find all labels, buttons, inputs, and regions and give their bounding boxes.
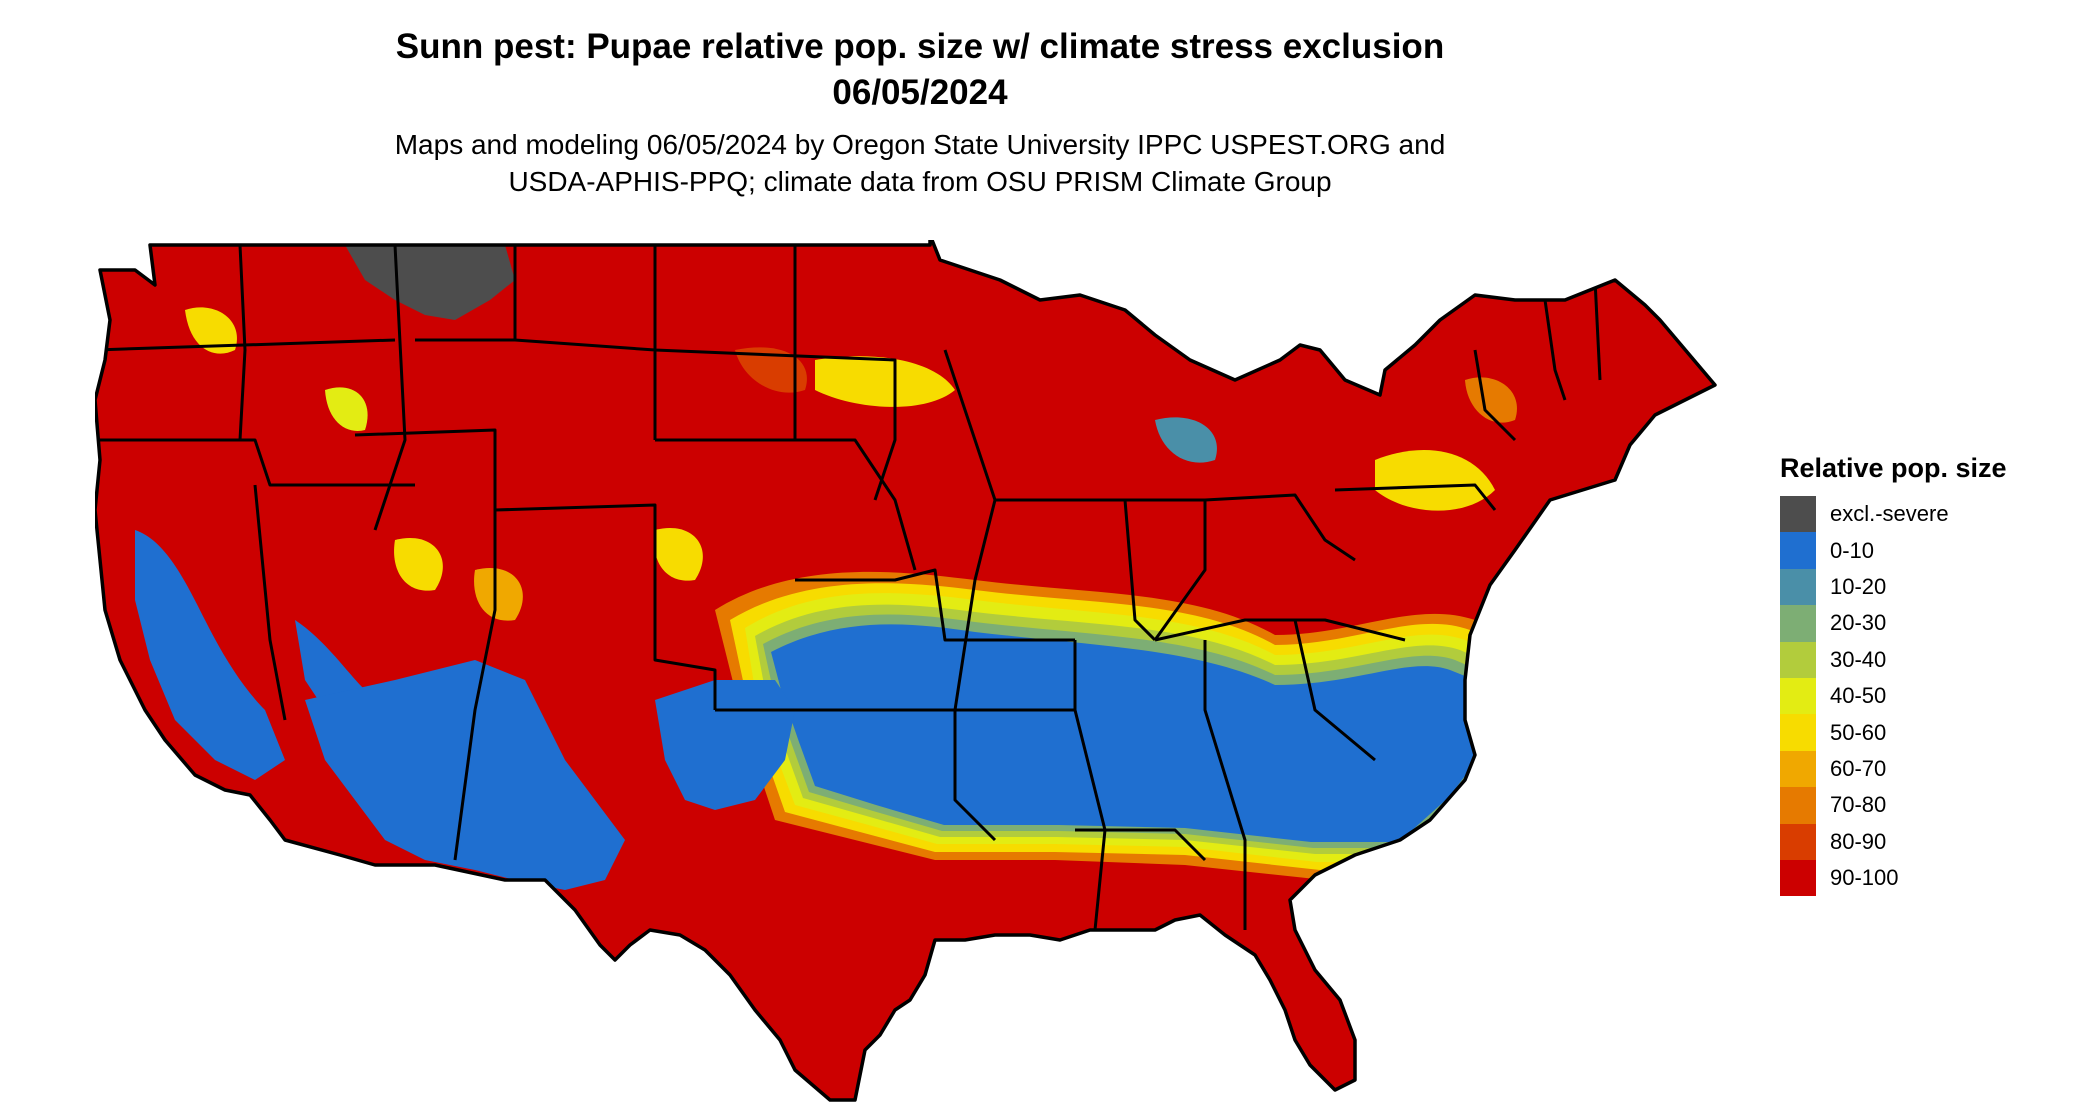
map-region (1465, 377, 1517, 423)
legend-item: 60-70 (1780, 750, 2080, 788)
map-region (325, 387, 368, 431)
map-region (771, 624, 1490, 842)
legend-label: 0-10 (1830, 537, 1875, 563)
us-map (93, 233, 1755, 1110)
legend-label: 50-60 (1830, 719, 1887, 745)
legend-item: 50-60 (1780, 714, 2080, 751)
state-border (1075, 828, 1207, 862)
us-map-svg (93, 233, 1717, 1102)
legend-swatch (1780, 532, 1816, 569)
legend-label: 10-20 (1830, 573, 1887, 599)
map-region (655, 680, 795, 810)
legend-item: 20-30 (1780, 605, 2080, 642)
map-region (135, 530, 285, 780)
state-border (953, 710, 997, 842)
legend-title: Relative pop. size (1780, 453, 2007, 483)
legend-label: 90-100 (1830, 865, 1899, 891)
state-border (100, 438, 415, 487)
state-border (1334, 483, 1497, 511)
legend-item: excl.-severe (1780, 496, 2080, 533)
state-border (1203, 640, 1247, 930)
state-border (1073, 640, 1107, 931)
legend-item: 0-10 (1780, 532, 2080, 569)
legend-label: 40-50 (1830, 683, 1887, 709)
state-border (1125, 498, 1207, 641)
state-border (415, 338, 657, 440)
legend-swatch (1780, 823, 1816, 860)
legend-swatch (1780, 714, 1816, 751)
legend-item: 30-40 (1780, 641, 2080, 678)
state-border (653, 245, 897, 501)
state-border (1593, 279, 1602, 381)
state-border (795, 568, 1075, 642)
legend-item: 10-20 (1780, 568, 2080, 606)
legend-swatch (1780, 677, 1816, 715)
country-outline (93, 233, 1717, 1102)
state-border (95, 338, 396, 352)
map-title: Sunn pest: Pupae relative pop. size w/ c… (0, 24, 1840, 116)
map-subtitle: Maps and modeling 06/05/2024 by Oregon S… (0, 126, 1840, 200)
legend-label: 60-70 (1830, 755, 1887, 781)
legend-swatch (1780, 568, 1816, 606)
map-title-line-2: 06/05/2024 (832, 73, 1008, 112)
legend: Relative pop. size excl.-severe 0-10 10-20… (1780, 452, 2080, 897)
legend-label: 30-40 (1830, 646, 1887, 672)
state-border (1473, 349, 1517, 442)
map-region (185, 307, 237, 354)
state-border (494, 503, 717, 710)
state-border (1204, 493, 1356, 562)
map-subtitle-line-2: USDA-APHIS-PPQ; climate data from OSU PR… (508, 166, 1332, 197)
state-border (1293, 619, 1376, 762)
map-subtitle-line-1: Maps and modeling 06/05/2024 by Oregon S… (394, 129, 1446, 160)
legend-label: 20-30 (1830, 610, 1887, 636)
map-region (815, 356, 955, 407)
legend-swatch (1780, 605, 1816, 642)
legend-item: 90-100 (1780, 859, 2080, 897)
map-region (1375, 450, 1495, 511)
legend-label: 70-80 (1830, 792, 1887, 818)
state-border (943, 349, 997, 711)
state-border (354, 428, 497, 861)
state-border (373, 244, 407, 531)
legend-items: excl.-severe 0-10 10-20 20-30 30-40 40-50 50-6… (1780, 496, 2080, 897)
map-region (735, 347, 807, 393)
map-raster (95, 235, 1715, 1100)
map-region (394, 538, 443, 591)
map-title-line-1: Sunn pest: Pupae relative pop. size w/ c… (395, 27, 1445, 66)
state-border (995, 498, 1157, 642)
legend-label: 80-90 (1830, 828, 1887, 854)
map-region (654, 528, 703, 581)
state-border (655, 438, 917, 571)
legend-swatch (1780, 641, 1816, 678)
legend-swatch (1780, 787, 1816, 824)
legend-item: 80-90 (1780, 823, 2080, 860)
state-border (238, 244, 247, 441)
legend-item: 40-50 (1780, 677, 2080, 715)
legend-swatch (1780, 496, 1816, 533)
legend-swatch (1780, 859, 1816, 897)
legend-label: excl.-severe (1830, 501, 1949, 527)
state-border (1543, 299, 1567, 401)
state-border (1154, 618, 1406, 642)
map-region (345, 245, 515, 320)
legend-swatch (1780, 750, 1816, 788)
map-region (474, 568, 523, 621)
map-region (1155, 417, 1217, 463)
legend-item: 70-80 (1780, 787, 2080, 824)
state-border (253, 484, 287, 721)
